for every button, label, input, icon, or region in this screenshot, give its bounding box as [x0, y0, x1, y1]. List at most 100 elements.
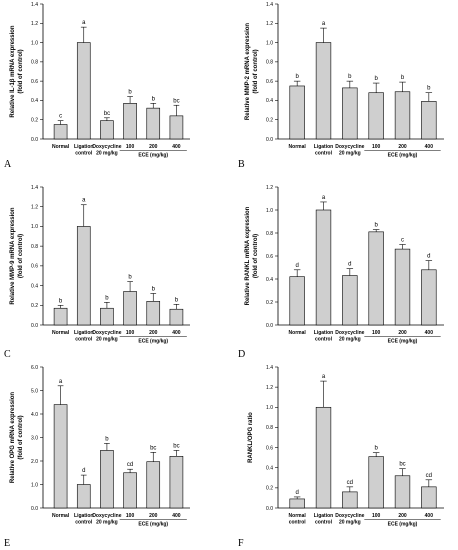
bar — [315, 42, 332, 140]
y-tick-label: 0.0 — [266, 506, 273, 512]
bar — [394, 475, 411, 509]
y-tick-label: 0.0 — [266, 137, 273, 143]
significance-letter: cd — [347, 480, 353, 486]
significance-letter: d — [82, 468, 85, 474]
x-tick-label: 100 — [126, 144, 135, 150]
bar — [169, 115, 184, 140]
x-tick-label: Doxycycline — [92, 330, 121, 336]
significance-letter: d — [295, 263, 298, 269]
bar — [421, 486, 437, 509]
x-tick-label: Ligation — [74, 144, 93, 150]
significance-letter: a — [82, 20, 86, 26]
y-axis-title: Relative MMP-9 mRNA expression (fold of c… — [10, 207, 24, 304]
y-tick-label: 0.0 — [31, 137, 38, 143]
y-tick-label: 1.2 — [266, 185, 273, 191]
significance-letter: a — [322, 374, 326, 380]
y-tick-label: 0.4 — [266, 98, 273, 104]
x-tick-label: 200 — [398, 330, 407, 336]
group-label: ECE (mg/kg) — [138, 339, 168, 345]
group-label: ECE (mg/kg) — [388, 522, 418, 528]
x-tick-label: Normal — [52, 144, 70, 150]
y-tick-label: 1.2 — [266, 385, 273, 391]
significance-letter: b — [295, 74, 299, 80]
y-tick-label: 0.8 — [31, 244, 38, 250]
significance-letter: bc — [173, 443, 179, 449]
y-tick-label: 1.0 — [31, 224, 38, 230]
bar — [394, 91, 411, 140]
x-tick-label: Ligation — [314, 513, 333, 519]
bar — [342, 87, 358, 140]
x-tick-label: 20 mg/kg — [96, 151, 118, 157]
y-tick-label: 0.6 — [266, 79, 273, 85]
y-axis-title: Relative MMP-2 mRNA expression (fold of c… — [245, 23, 259, 120]
significance-letter: b — [401, 75, 405, 81]
y-tick-label: 3.0 — [31, 435, 38, 441]
y-tick-label: 6.0 — [31, 365, 38, 371]
significance-letter: b — [374, 223, 378, 229]
bar — [421, 101, 437, 140]
bar — [368, 231, 384, 326]
panel-label: E — [4, 538, 10, 549]
y-tick-label: 1.0 — [31, 482, 38, 488]
y-tick-label: 1.4 — [266, 365, 273, 371]
x-tick-label: Normal — [289, 330, 307, 336]
y-tick-label: 2.0 — [31, 459, 38, 465]
x-tick-label: control — [315, 337, 333, 343]
x-tick-label: 20 mg/kg — [339, 337, 361, 343]
bar — [100, 307, 114, 326]
x-tick-label: control — [75, 151, 93, 157]
group-label: ECE (mg/kg) — [138, 522, 168, 528]
y-tick-label: 0.6 — [31, 264, 38, 270]
x-tick-label: control — [315, 520, 333, 526]
y-axis-title: Relative IL-1β mRNA expression (fold of c… — [10, 25, 24, 117]
bar — [100, 450, 114, 509]
x-tick-label: Ligation — [314, 330, 333, 336]
bar — [289, 276, 305, 326]
x-tick-label: 20 mg/kg — [96, 337, 118, 343]
bar — [53, 307, 68, 326]
y-tick-label: 0.2 — [266, 486, 273, 492]
bar — [76, 42, 91, 140]
x-tick-label: control — [75, 337, 93, 343]
panel-label: C — [4, 349, 11, 360]
x-tick-label: Ligation — [74, 513, 93, 519]
y-axis-title: Relative OPG mRNA expression (fold of con… — [10, 392, 24, 483]
x-tick-label: 400 — [172, 144, 181, 150]
y-tick-label: 0.6 — [266, 445, 273, 451]
y-tick-label: 0.4 — [31, 98, 38, 104]
y-tick-label: 1.2 — [31, 205, 38, 211]
chart-panel-b: 0.0 0.2 0.4 0.6 0.8 1.0 1.2 1.4 Relative MMP-2 m… — [238, 2, 444, 170]
bar — [146, 301, 161, 326]
bar — [289, 85, 305, 140]
x-tick-label: Normal — [52, 513, 70, 519]
x-tick-label: Doxycycline — [92, 513, 121, 519]
significance-letter: bc — [104, 111, 110, 117]
x-tick-label: Normal — [289, 144, 307, 150]
panel-label: A — [4, 159, 12, 170]
significance-letter: bc — [399, 462, 405, 468]
significance-letter: bc — [150, 445, 156, 451]
significance-letter: b — [348, 74, 352, 80]
x-tick-label: Normal — [52, 330, 70, 336]
significance-letter: b — [59, 298, 63, 304]
bar — [394, 248, 411, 326]
x-tick-label: 400 — [425, 513, 434, 519]
significance-letter: b — [105, 436, 109, 442]
x-tick-label: 200 — [398, 144, 407, 150]
significance-letter: d — [348, 262, 351, 268]
y-tick-label: 0.0 — [266, 323, 273, 329]
x-tick-label: control — [315, 151, 333, 157]
x-tick-label: 200 — [149, 513, 158, 519]
bar — [123, 103, 137, 140]
significance-letter: b — [105, 295, 109, 301]
bar — [315, 406, 332, 509]
x-tick-label: Doxycycline — [92, 144, 121, 150]
bar — [421, 269, 437, 326]
panel-label: F — [238, 538, 244, 549]
x-tick-label: 100 — [126, 513, 135, 519]
significance-letter: b — [427, 86, 431, 92]
y-tick-label: 5.0 — [31, 388, 38, 394]
significance-letter: b — [374, 446, 378, 452]
x-tick-label: Ligation — [74, 330, 93, 336]
bar — [53, 404, 68, 509]
